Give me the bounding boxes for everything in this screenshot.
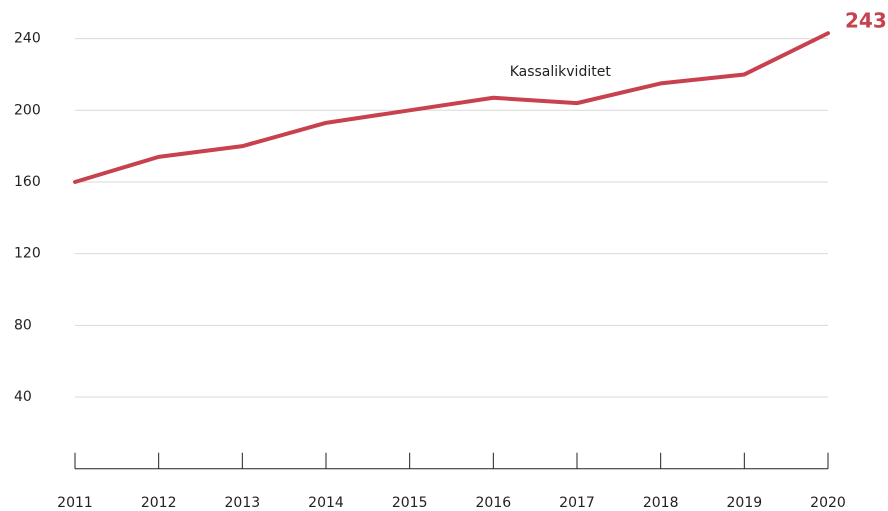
x-tick-label: 2020 [810, 495, 846, 511]
y-tick-label: 40 [14, 389, 32, 405]
series-label: Kassalikviditet [510, 64, 612, 80]
x-tick-label: 2019 [727, 495, 763, 511]
x-tick-label: 2017 [559, 495, 595, 511]
y-tick-label: 120 [14, 246, 41, 262]
y-tick-label: 160 [14, 174, 41, 190]
data-line [73, 31, 830, 184]
y-tick-label: 200 [14, 102, 41, 118]
x-tick-label: 2018 [643, 495, 679, 511]
y-tick-label: 240 [14, 31, 41, 47]
x-tick-label: 2014 [308, 495, 344, 511]
x-tick-label: 2013 [225, 495, 261, 511]
x-tick-label: 2012 [141, 495, 177, 511]
x-tick-label: 2011 [57, 495, 93, 511]
value-label: 243 [845, 9, 887, 33]
x-tick-label: 2016 [476, 495, 512, 511]
x-tick-label: 2015 [392, 495, 428, 511]
y-tick-label: 80 [14, 317, 32, 333]
